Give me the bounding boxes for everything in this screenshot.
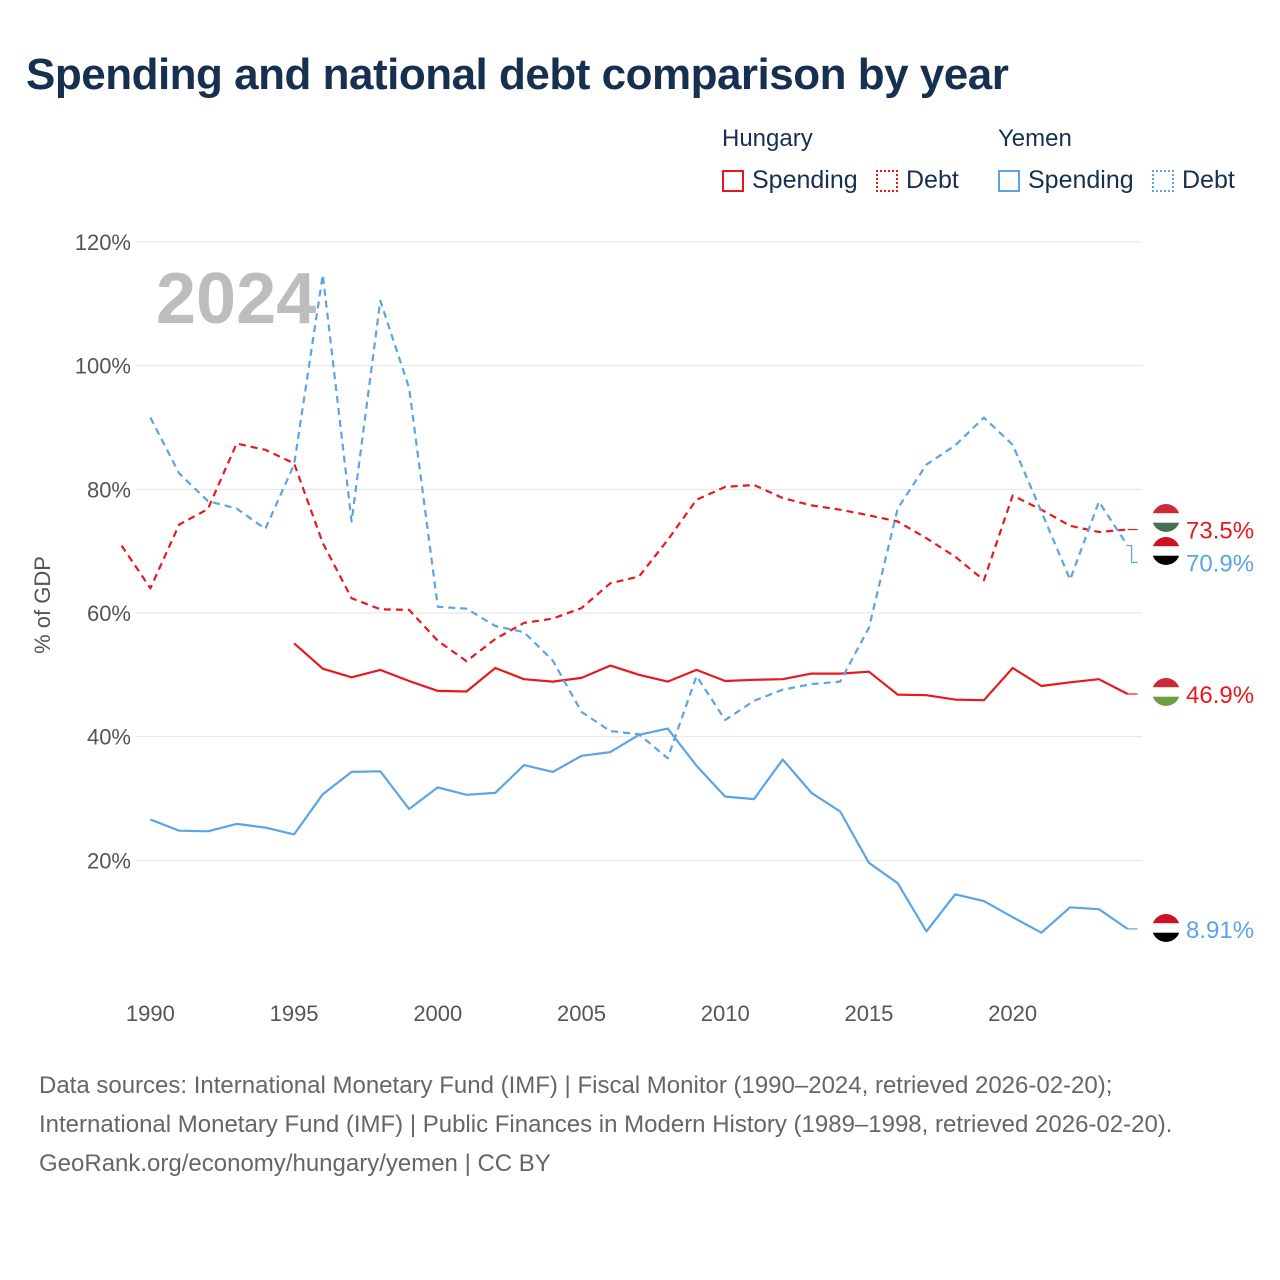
hungary-flag-icon bbox=[1152, 678, 1180, 706]
y-tick-label: 100% bbox=[75, 354, 131, 379]
x-tick-label: 2005 bbox=[557, 1001, 606, 1026]
credit-link[interactable]: GeoRank.org/economy/hungary/yemen | CC B… bbox=[39, 1150, 551, 1177]
x-tick-label: 2000 bbox=[413, 1001, 462, 1026]
end-label-connector bbox=[1127, 545, 1138, 564]
footer: Data sources: International Monetary Fun… bbox=[39, 1066, 1239, 1183]
y-tick-label: 120% bbox=[75, 230, 131, 255]
y-tick-label: 60% bbox=[87, 601, 131, 626]
legend-yemen-spending[interactable]: Spending bbox=[998, 166, 1134, 195]
page-title: Spending and national debt comparison by… bbox=[26, 50, 1009, 99]
legend-swatch-dotted-icon bbox=[1152, 169, 1174, 192]
legend-hungary-debt[interactable]: Debt bbox=[876, 166, 959, 195]
legend-swatch-solid-icon bbox=[998, 169, 1020, 192]
year-watermark: 2024 bbox=[156, 259, 316, 339]
x-tick-label: 1990 bbox=[126, 1001, 175, 1026]
hungary-debt-line[interactable] bbox=[120, 442, 1128, 663]
x-tick-label: 2010 bbox=[701, 1001, 750, 1026]
legend-group-hungary: Hungary bbox=[722, 125, 813, 152]
legend-swatch-solid-icon bbox=[722, 169, 744, 192]
y-tick-label: 20% bbox=[87, 848, 131, 873]
x-tick-label: 2015 bbox=[844, 1001, 893, 1026]
legend-label: Debt bbox=[1182, 166, 1235, 194]
y-tick-label: 40% bbox=[87, 725, 131, 750]
legend-hungary-spending[interactable]: Spending bbox=[722, 166, 858, 195]
legend-label: Debt bbox=[906, 166, 959, 194]
yemen-flag-icon bbox=[1152, 914, 1180, 942]
hungary-spending-end-label: 46.9% bbox=[1186, 682, 1254, 709]
legend-label: Spending bbox=[752, 166, 858, 194]
hungary-flag-icon bbox=[1152, 504, 1180, 532]
yemen-debt-end-label: 70.9% bbox=[1186, 551, 1254, 578]
legend-group-yemen: Yemen bbox=[998, 125, 1072, 152]
yemen-flag-icon bbox=[1152, 537, 1180, 565]
legend-swatch-dotted-icon bbox=[876, 169, 898, 192]
legend-label: Spending bbox=[1028, 166, 1134, 194]
y-tick-label: 80% bbox=[87, 477, 131, 502]
hungary-debt-end-label: 73.5% bbox=[1186, 518, 1254, 545]
x-tick-label: 2020 bbox=[988, 1001, 1037, 1026]
y-axis-label: % of GDP bbox=[30, 556, 55, 654]
line-chart: 20% 40% 60% 80% 100% 120% 1990 1995 2000 2005 2010… bbox=[30, 230, 1254, 1026]
x-tick-label: 1995 bbox=[270, 1001, 319, 1026]
yemen-spending-line[interactable] bbox=[150, 727, 1129, 934]
hungary-spending-line[interactable] bbox=[293, 642, 1129, 702]
data-sources: Data sources: International Monetary Fun… bbox=[39, 1072, 1173, 1138]
legend-yemen-debt[interactable]: Debt bbox=[1152, 166, 1235, 195]
yemen-debt-line[interactable] bbox=[149, 273, 1129, 760]
yemen-spending-end-label: 8.91% bbox=[1186, 917, 1254, 944]
